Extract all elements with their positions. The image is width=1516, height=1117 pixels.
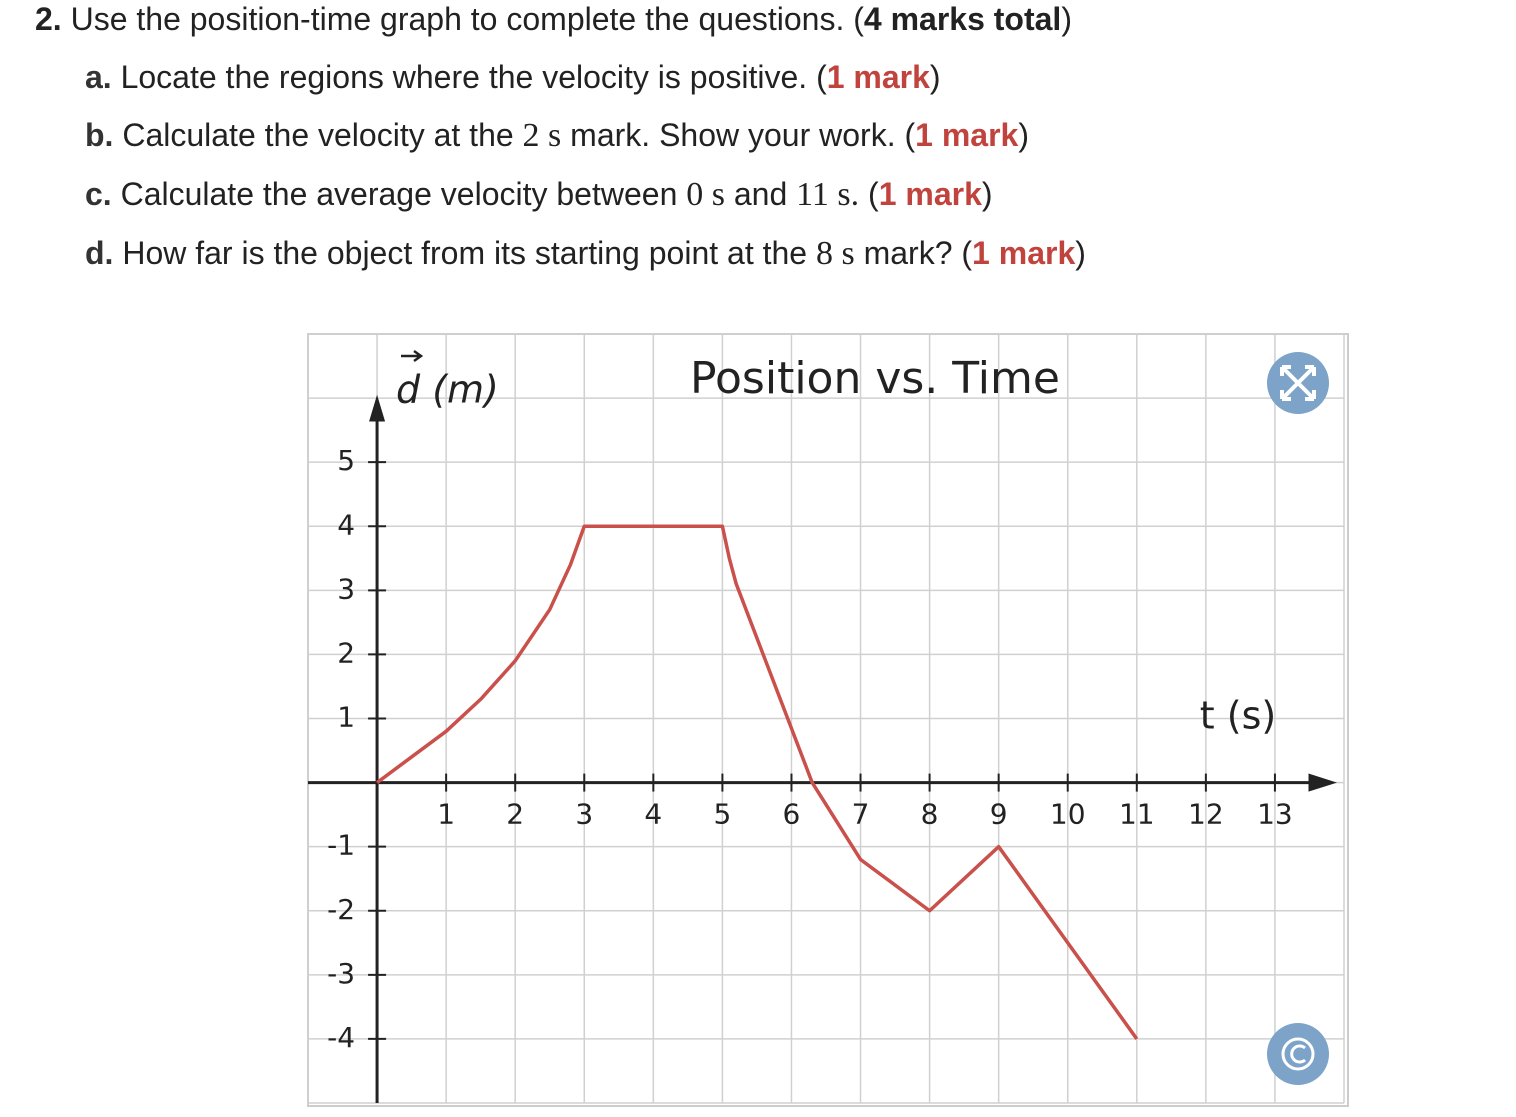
- y-tick-label: -1: [327, 829, 355, 862]
- question-line: 2. Use the position-time graph to comple…: [35, 1, 1072, 37]
- y-tick-label: 3: [337, 572, 355, 605]
- question-line: c. Calculate the average velocity betwee…: [85, 176, 993, 213]
- x-tick-label: 6: [783, 798, 801, 831]
- question-text: ): [930, 59, 941, 95]
- y-axis: [369, 394, 386, 1103]
- question-text: Calculate the average velocity between: [112, 176, 687, 212]
- grid: [307, 333, 1345, 1104]
- vector-arrow: [401, 349, 424, 363]
- copyright-button[interactable]: [1267, 1023, 1329, 1085]
- x-tick-label: 10: [1050, 798, 1086, 831]
- y-tick-label: -3: [327, 957, 355, 990]
- y-tick-label: -4: [327, 1021, 355, 1054]
- question-text: 2 s: [523, 117, 562, 154]
- x-tick-label: 4: [644, 798, 662, 831]
- y-tick-label: 5: [337, 444, 355, 477]
- question-text: 2.: [35, 1, 62, 37]
- x-tick-label: 5: [713, 798, 731, 831]
- x-tick-label: 3: [575, 798, 593, 831]
- question-text: Use the position-time graph to complete …: [62, 1, 865, 37]
- question-text: and: [725, 176, 796, 212]
- question-line: b. Calculate the velocity at the 2 s mar…: [85, 117, 1029, 154]
- y-axis-label: d (m): [396, 368, 499, 412]
- question-text: 0 s: [686, 176, 725, 213]
- question-text: How far is the object from its starting …: [113, 235, 816, 271]
- question-text: 1 mark: [915, 117, 1018, 153]
- question-text: 11 s.: [796, 176, 859, 213]
- x-tick-label: 9: [990, 798, 1008, 831]
- x-tick-label: 13: [1257, 798, 1293, 831]
- question-text: c.: [85, 176, 112, 212]
- question-text: 1 mark: [827, 59, 930, 95]
- x-tick-label: 7: [852, 798, 870, 831]
- question-text: ): [1075, 235, 1086, 271]
- question-text: mark? (: [855, 235, 973, 271]
- question-text: (: [859, 176, 879, 212]
- x-tick-label: 8: [921, 798, 939, 831]
- question-line: a. Locate the regions where the velocity…: [85, 59, 941, 95]
- question-text: b.: [85, 117, 113, 153]
- x-axis-label: t (s): [1200, 694, 1276, 738]
- question-text: Calculate the velocity at the: [113, 117, 522, 153]
- question-text: 1 mark: [972, 235, 1075, 271]
- x-tick-label: 2: [506, 798, 524, 831]
- y-tick-label: 2: [337, 636, 355, 669]
- chart-frame: [307, 333, 1349, 1107]
- question-text: ): [982, 176, 993, 212]
- question-text: mark. Show your work. (: [561, 117, 915, 153]
- expand-button[interactable]: [1267, 352, 1329, 414]
- question-text: 1 mark: [879, 176, 982, 212]
- y-tick-label: -2: [327, 893, 355, 926]
- question-text: d.: [85, 235, 113, 271]
- chart-title: Position vs. Time: [690, 353, 1060, 404]
- question-text: 8 s: [816, 235, 855, 272]
- question-text: ): [1018, 117, 1029, 153]
- x-tick-label: 11: [1119, 798, 1155, 831]
- question-text: a.: [85, 59, 112, 95]
- position-line: [376, 524, 1139, 1040]
- y-tick-label: 1: [337, 701, 355, 734]
- question-text: Locate the regions where the velocity is…: [112, 59, 827, 95]
- x-axis: [308, 773, 1337, 792]
- x-tick-label: 1: [437, 798, 455, 831]
- y-tick-label: 4: [337, 508, 355, 541]
- question-text: 4 marks total: [864, 1, 1061, 37]
- question-text: ): [1061, 1, 1072, 37]
- x-tick-label: 12: [1188, 798, 1224, 831]
- question-line: d. How far is the object from its starti…: [85, 235, 1086, 272]
